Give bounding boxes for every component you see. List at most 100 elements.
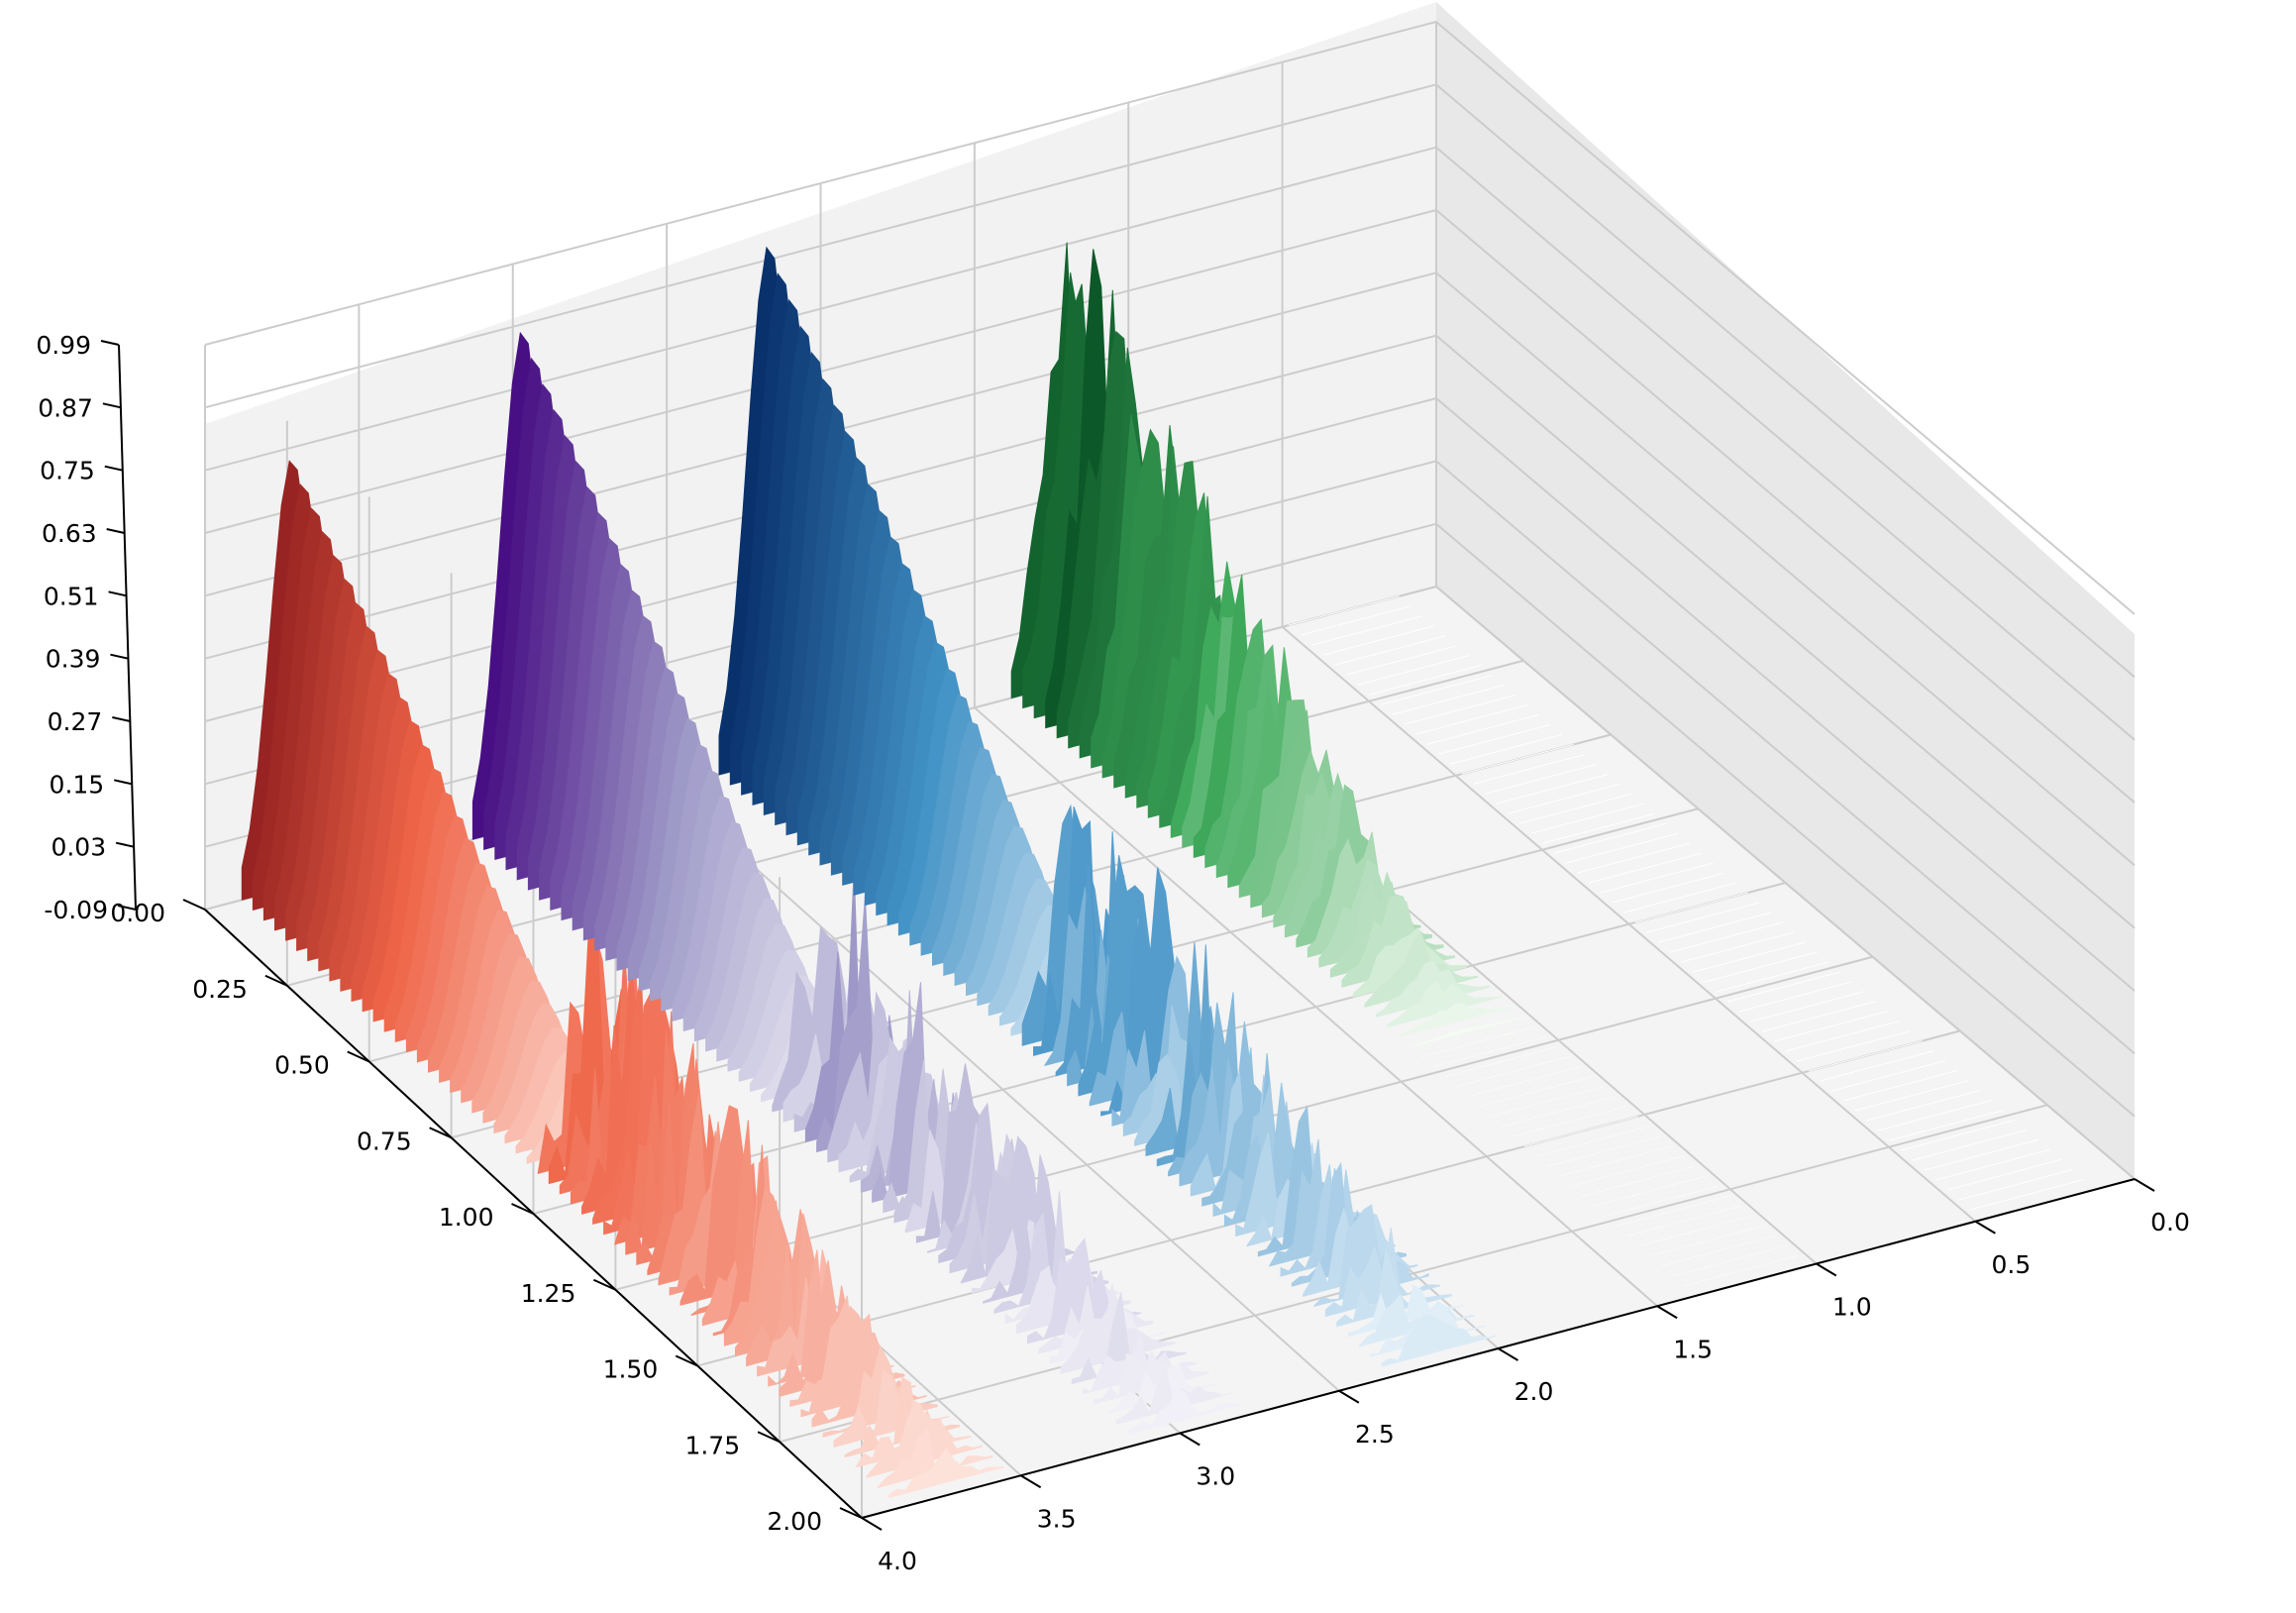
surface-strip <box>1558 1145 1673 1177</box>
z-tick-8 <box>102 402 122 409</box>
surface-strip <box>1415 704 1527 735</box>
wall-grid-z-9 <box>204 20 2136 615</box>
surface-strip <box>1637 1215 1753 1247</box>
surface-strip <box>1900 1119 2016 1151</box>
surface-strip <box>1634 892 1748 923</box>
surface-strip <box>1820 1050 1934 1082</box>
z-tick-label-0: -0.09 <box>44 896 108 924</box>
surface-strip <box>1796 1030 1911 1062</box>
surface-strip <box>1300 605 1411 636</box>
surface-strip <box>1490 1086 1605 1118</box>
floor-grid-y-3 <box>974 706 1658 1308</box>
z-tick-label-7: 0.75 <box>40 457 95 485</box>
surface-strip <box>1761 1001 1876 1032</box>
y-tick-label-1: 0.5 <box>1991 1250 2031 1279</box>
x-tick-2 <box>347 1050 370 1063</box>
surface-strip <box>1626 1205 1742 1237</box>
surface-strip <box>1381 675 1493 705</box>
z-tick-label-4: 0.39 <box>46 645 101 674</box>
surface-strip <box>877 1428 993 1488</box>
surface-strip <box>1693 941 1807 973</box>
x-tick-label-6: 1.50 <box>603 1355 659 1384</box>
x-tick-label-0: 0.00 <box>110 899 165 927</box>
surface-strip <box>1404 695 1516 725</box>
y-tick-label-2: 1.0 <box>1832 1293 1872 1322</box>
wall-grid-z-6 <box>204 208 2136 804</box>
z-tick-4 <box>110 653 129 660</box>
surface-strip <box>1399 1003 1513 1038</box>
surface-strip <box>1421 1025 1535 1058</box>
z-tick-3 <box>112 716 131 722</box>
surface-strip <box>1432 1035 1547 1068</box>
surface-strip <box>1334 635 1446 666</box>
surface-strip <box>1083 1333 1199 1395</box>
x-tick-7 <box>757 1431 781 1444</box>
y-tick-1 <box>1974 1220 1996 1235</box>
x-tick-1 <box>264 974 288 987</box>
surface-strip <box>1716 961 1829 993</box>
surface-strip <box>1589 852 1702 884</box>
surface-reds <box>241 460 1004 1499</box>
x-tick-label-5: 1.25 <box>521 1279 576 1308</box>
z-tick-2 <box>114 779 133 786</box>
x-tick-3 <box>429 1127 453 1139</box>
y-tick-label-5: 2.5 <box>1355 1420 1395 1449</box>
z-tick-label-2: 0.15 <box>50 770 105 799</box>
surface-strip <box>1288 595 1400 626</box>
surface-strip <box>1444 1045 1558 1078</box>
x-tick-label-3: 0.75 <box>357 1127 412 1155</box>
surface-strip <box>1854 1080 1969 1112</box>
surface-strip <box>1934 1148 2050 1181</box>
x-tick-label-8: 2.00 <box>767 1507 822 1536</box>
y-tick-0 <box>2134 1178 2155 1192</box>
surface-strip <box>1519 793 1632 824</box>
surface-strip <box>1336 1248 1452 1328</box>
x-tick-label-2: 0.50 <box>274 1051 330 1080</box>
surface-strip <box>1669 921 1783 953</box>
surface-strip <box>1877 1100 1993 1131</box>
z-tick-label-1: 0.03 <box>51 833 106 862</box>
surface-strip <box>1523 1116 1638 1147</box>
surface-strip <box>1565 832 1679 864</box>
y-tick-label-0: 0.0 <box>2150 1208 2190 1237</box>
z-tick-label-5: 0.51 <box>44 582 99 610</box>
surface-strip <box>1546 1135 1662 1167</box>
surface-strip <box>1924 1138 2038 1171</box>
y-tick-7 <box>1020 1474 1042 1489</box>
y-tick-6 <box>1179 1432 1200 1447</box>
surface-strip <box>1115 1365 1232 1425</box>
surface-strip <box>1865 1090 1981 1122</box>
surface-strip <box>1684 1254 1799 1287</box>
surface-strip <box>1946 1158 2062 1191</box>
surface-strip <box>1660 1235 1776 1267</box>
surface-strip <box>1554 822 1667 854</box>
surface-strip <box>1496 773 1609 805</box>
surface-strip <box>1830 1060 1946 1092</box>
x-tick-6 <box>675 1354 698 1367</box>
surface-strip <box>1785 1021 1900 1052</box>
surface-strip <box>1600 862 1714 894</box>
surface-strip <box>888 1448 1004 1499</box>
surface-strip <box>1346 645 1458 676</box>
wall-grid-z-7 <box>204 146 2136 741</box>
surface-strip <box>1359 1294 1475 1347</box>
z-tick-label-8: 0.87 <box>38 393 93 422</box>
y-tick-label-6: 3.0 <box>1196 1462 1235 1491</box>
surface-strip <box>1357 655 1470 686</box>
surface-strip <box>1461 743 1574 775</box>
tick-labels: 0.00 0.25 0.50 0.75 1.00 1.25 1.50 1.75 2.00 0.0 0… <box>36 331 2190 1575</box>
surface-purples <box>471 331 1243 1436</box>
z-tick-label-9: 0.99 <box>36 331 91 360</box>
surface-strip <box>1842 1070 1957 1102</box>
floor-grid-y-1 <box>1281 625 1977 1223</box>
surface-strip <box>1508 783 1620 814</box>
y-tick-4 <box>1497 1347 1519 1361</box>
surface-strip <box>1060 1305 1176 1375</box>
surface-greys <box>1288 595 2085 1211</box>
z-axis-line <box>118 344 137 911</box>
z-tick-0 <box>117 905 137 911</box>
surface-strip <box>1672 1244 1788 1277</box>
surface-strip <box>1773 1011 1888 1042</box>
y-tick-8 <box>861 1517 883 1531</box>
z-tick-1 <box>115 841 135 848</box>
